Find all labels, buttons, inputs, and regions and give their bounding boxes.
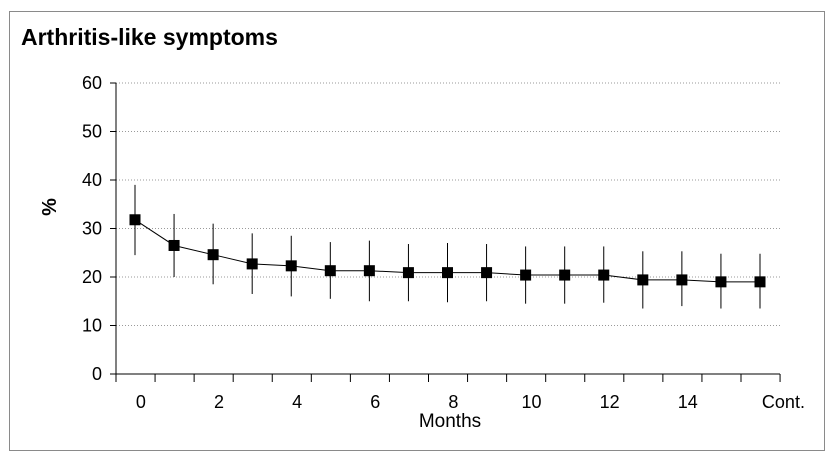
x-tick-label: 12: [600, 392, 620, 412]
data-point: [559, 269, 571, 281]
x-tick-label: 14: [678, 392, 698, 412]
y-axis-label: %: [39, 198, 61, 216]
data-point: [168, 239, 180, 251]
data-point: [676, 274, 688, 286]
data-point: [363, 265, 375, 277]
data-point: [754, 276, 766, 288]
y-tick-label: 40: [82, 170, 102, 190]
x-tick-label: 6: [370, 392, 380, 412]
data-point: [129, 214, 141, 226]
data-point: [324, 265, 336, 277]
data-point: [246, 258, 258, 270]
y-tick-label: 50: [82, 122, 102, 142]
error-bars: [134, 184, 761, 309]
data-point: [207, 249, 219, 261]
data-point: [402, 267, 414, 279]
y-tick-label: 10: [82, 316, 102, 336]
x-tick-label: 2: [214, 392, 224, 412]
y-tick-label: 60: [82, 73, 102, 93]
x-tick-label: 8: [448, 392, 458, 412]
data-point: [637, 274, 649, 286]
y-tick-label: 20: [82, 267, 102, 287]
x-tick-label: 4: [292, 392, 302, 412]
data-point: [481, 267, 493, 279]
chart-title: Arthritis-like symptoms: [21, 24, 278, 50]
data-point: [715, 276, 727, 288]
chart-frame: [9, 11, 825, 451]
x-tick-label: 10: [521, 392, 541, 412]
y-tick-label: 30: [82, 219, 102, 239]
markers-layer: [129, 214, 766, 288]
data-point: [598, 269, 610, 281]
labels-layer: % Months 0 10 20 30 40 50 60 0 2 4 6 8 10 12 14 Cont.: [39, 73, 805, 432]
x-tick-label: 0: [136, 392, 146, 412]
x-tick-label: Cont.: [762, 392, 805, 412]
axis-layer: [110, 82, 781, 382]
data-point: [285, 260, 297, 272]
y-tick-label: 0: [92, 364, 102, 384]
x-axis-label: Months: [419, 411, 481, 432]
data-point: [520, 269, 532, 281]
data-point: [442, 267, 453, 279]
